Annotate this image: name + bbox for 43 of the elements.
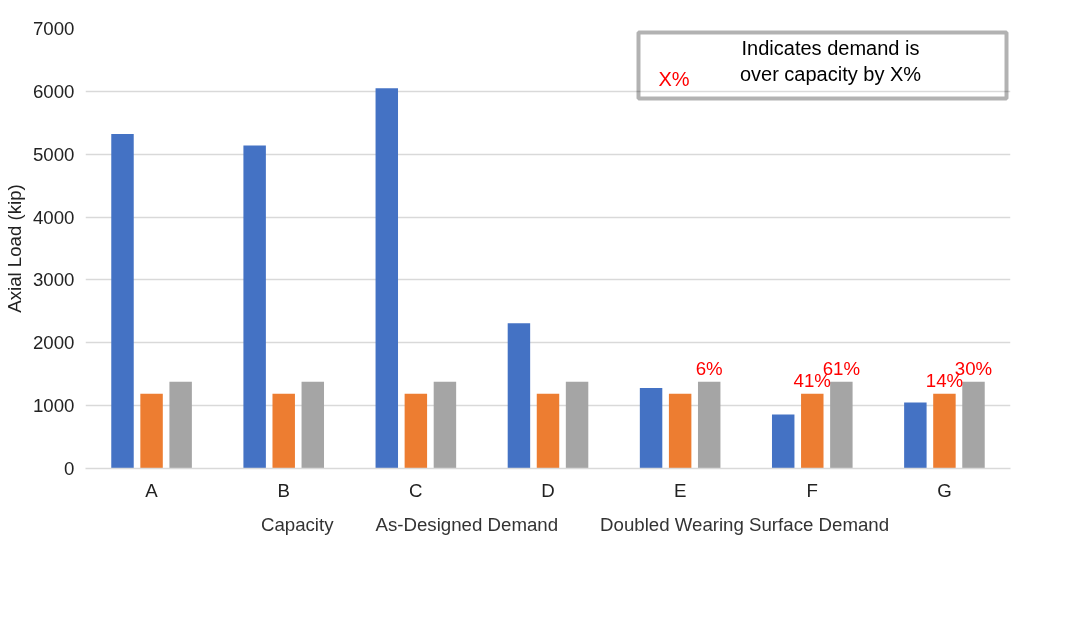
annotation: 6% xyxy=(695,357,723,379)
y-tick-label: 3000 xyxy=(33,269,75,291)
y-tick-label: 2000 xyxy=(33,332,75,354)
annotation: X% xyxy=(658,67,690,90)
y-tick-label: 0 xyxy=(64,458,75,479)
bar xyxy=(565,381,589,469)
annotation: Indicates demand is over capacity by X% xyxy=(739,36,922,85)
y-tick-label: 6000 xyxy=(33,80,75,102)
x-tick-label: D xyxy=(541,479,555,501)
text: Capacity xyxy=(260,514,334,536)
bar xyxy=(111,134,134,469)
x-tick-label: F xyxy=(806,479,818,501)
bar xyxy=(830,381,853,469)
bar xyxy=(433,381,457,469)
bar xyxy=(697,381,721,469)
x-tick-label: E xyxy=(673,479,687,501)
x-tick-label: C xyxy=(409,479,423,501)
x-tick-label: G xyxy=(937,479,952,501)
y-tick-label: 5000 xyxy=(33,143,75,165)
bar xyxy=(301,381,325,469)
bar xyxy=(507,323,531,469)
bar xyxy=(771,414,795,469)
x-tick-label: A xyxy=(145,479,159,501)
bar xyxy=(639,388,663,469)
bar xyxy=(933,393,956,469)
x-tick-label: B xyxy=(277,479,290,501)
bar xyxy=(404,393,428,469)
bar xyxy=(801,393,824,469)
bar xyxy=(272,393,295,469)
bar xyxy=(140,393,163,469)
y-tick-label: 1000 xyxy=(33,395,75,417)
bar xyxy=(375,88,399,469)
bar xyxy=(962,381,985,469)
y-tick-label: 4000 xyxy=(33,206,75,228)
bar xyxy=(169,381,192,469)
bar xyxy=(668,393,692,469)
y-tick-label: 7000 xyxy=(33,18,75,39)
text: As-Designed Demand xyxy=(375,514,559,536)
bar xyxy=(904,402,927,469)
bar xyxy=(243,145,266,469)
bar xyxy=(536,393,560,469)
text: Doubled Wearing Surface Demand xyxy=(600,514,890,536)
y-axis-title: Axial Load (kip) xyxy=(4,184,25,313)
